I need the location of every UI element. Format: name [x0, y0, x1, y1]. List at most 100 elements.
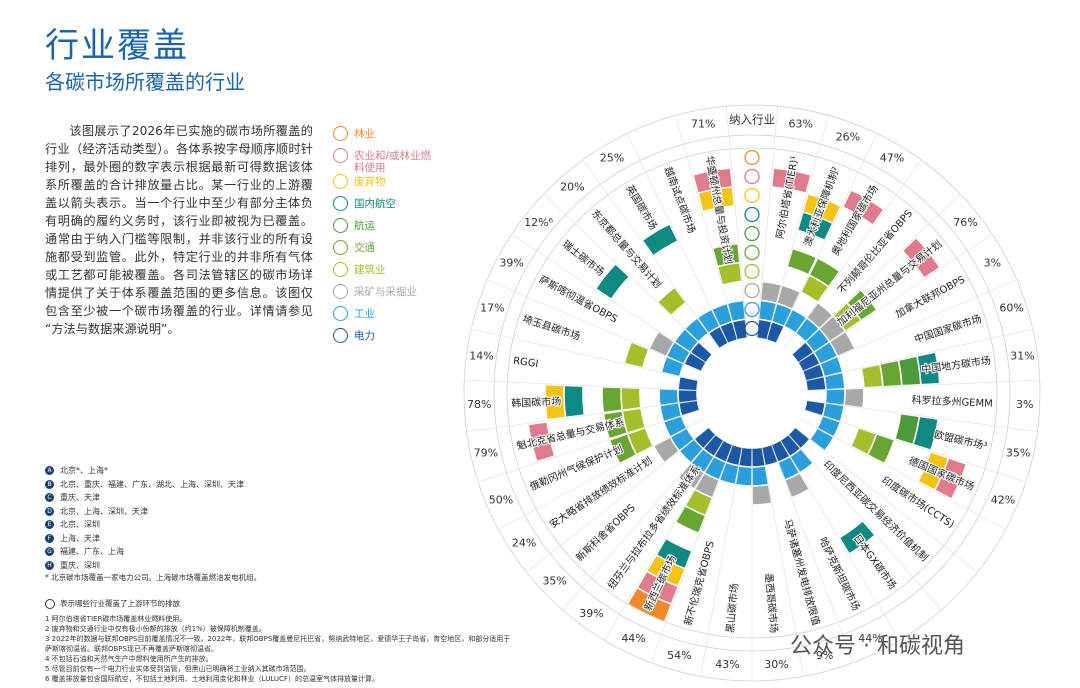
coverage-cell [684, 353, 706, 371]
coverage-cell [664, 416, 686, 436]
slot-separator [804, 409, 1027, 483]
pilot-text: 北京、上海、深圳、天津 [60, 506, 148, 516]
coverage-cell [806, 377, 826, 391]
coverage-cell [709, 327, 728, 348]
pilot-letter: C [45, 493, 54, 503]
share-label: 47% [880, 152, 904, 165]
description: 该图展示了2026年已实施的碳市场所覆盖的行业（经济活动类型）。各体系按字母顺序… [45, 124, 313, 336]
coverage-cell [772, 441, 789, 462]
slot-separator [471, 328, 699, 382]
share-label: 12%⁶ [524, 216, 553, 229]
slot-separator [477, 409, 700, 483]
coverage-cell [880, 361, 901, 386]
pilot-text: 重庆、深圳 [60, 560, 100, 570]
slot-separator [725, 106, 748, 339]
slot-separator [806, 400, 1038, 433]
coverage-cell [628, 588, 671, 621]
legend-item: 林业 [333, 126, 433, 148]
coverage-cell [789, 428, 809, 448]
slot-separator [784, 159, 922, 349]
page-title: 行业覆盖 [45, 26, 189, 66]
pilot-legend: A 北京*、上海* B 北京、重庆、福建、广东、湖北、上海、深圳、天津 C 重庆、天津 D 北… [45, 464, 244, 572]
coverage-cell [623, 409, 645, 433]
legend-item: 农业和/或林业燃料使用 [333, 148, 433, 174]
coverage-cell [821, 357, 842, 376]
legend-label: 采矿与采掘业 [354, 286, 417, 298]
slot-separator [794, 427, 978, 573]
share-label: 78% [467, 398, 491, 411]
coverage-cell [781, 435, 800, 456]
slot-separator [791, 193, 961, 356]
legend-icon [333, 148, 348, 163]
jurisdiction-label: 科罗拉多州GEMM [911, 393, 993, 410]
pilot-letter: E [45, 520, 54, 530]
ring-icon [744, 206, 760, 223]
share-label: 35% [1006, 447, 1030, 460]
share-label: 43% [715, 658, 739, 671]
ring-icon [744, 320, 760, 337]
legend-label: 废弃物 [354, 176, 386, 188]
slot-separator [800, 418, 1006, 530]
coverage-cell [913, 417, 938, 450]
legend-label: 交通 [354, 242, 375, 254]
ring-icon [744, 225, 760, 242]
jurisdiction-label: 阿尔伯塔省(TIER)¹ [773, 155, 801, 240]
coverage-cell [718, 263, 741, 285]
coverage-cell [899, 357, 920, 385]
coverage-cell [903, 238, 939, 278]
coverage-cell [545, 385, 565, 419]
share-label: 35% [542, 575, 566, 588]
coverage-cell [733, 320, 747, 340]
pilot-item: H 重庆、深圳 [45, 559, 244, 573]
coverage-cell [678, 390, 697, 403]
coverage-cell [772, 304, 792, 326]
wheel-header: 纳入行业 [729, 113, 775, 127]
pilot-note: * 北京碳市场覆盖一家电力公司。上海碳市场覆盖燃油发电机组。 [45, 573, 262, 582]
coverage-cell [643, 225, 677, 255]
coverage-cell [720, 463, 739, 484]
coverage-cell [840, 521, 874, 553]
pilot-text: 北京、重庆、福建、广东、湖北、上海、深圳、天津 [60, 479, 244, 489]
sector-legend: 林业 农业和/或林业燃料使用 废弃物 国内航空 航运 交通 建筑业 采矿与采掘业 工业 电力 [333, 126, 433, 350]
legend-icon [333, 328, 348, 343]
slot-separator [756, 106, 779, 339]
coverage-cell [628, 428, 653, 454]
coverage-cell [803, 194, 840, 223]
footnote: 2 废弃物和交通行业中仅有极小份额的排放（约1%）被保障机制覆盖。 [45, 625, 266, 633]
coverage-cell [691, 342, 712, 362]
slot-separator [562, 434, 717, 611]
coverage-cell [529, 422, 554, 461]
coverage-cell [739, 447, 752, 467]
coverage-cell [676, 506, 705, 533]
pilot-text: 福建、广东、上海 [60, 547, 124, 557]
slot-separator [797, 234, 993, 363]
share-label: 71% [691, 117, 715, 130]
share-label: 79% [474, 447, 498, 460]
legend-icon [333, 196, 348, 211]
jurisdiction-label: 黑山碳市场 [723, 583, 740, 634]
coverage-cell [919, 452, 948, 490]
coverage-cell [693, 168, 732, 193]
jurisdiction-label: 印度尼西亚碳交易经济价值机制 [821, 458, 931, 564]
pilot-text: 上海、天津 [60, 533, 100, 543]
coverage-cell [650, 332, 674, 356]
slot-separator [779, 440, 901, 641]
slot-separator [700, 447, 743, 677]
pilot-item: A 北京*、上海* [45, 464, 244, 478]
coverage-cell [720, 322, 737, 343]
legend-icon [333, 262, 348, 277]
footnote: 6 覆盖排放量包含国际航空，不包括土地利用、土地利用变化和林业（LULUCF）的… [45, 675, 379, 683]
legend-label: 工业 [354, 308, 375, 320]
coverage-cell [625, 342, 648, 367]
legend-icon [333, 240, 348, 255]
ring-icon [744, 301, 760, 318]
share-label: 54% [667, 649, 691, 662]
share-label: 50% [489, 493, 513, 506]
slot-separator [650, 444, 734, 663]
coverage-cell [679, 464, 704, 488]
coverage-cell [788, 249, 816, 274]
pilot-letter: H [45, 560, 54, 570]
share-label: 39% [499, 257, 523, 270]
